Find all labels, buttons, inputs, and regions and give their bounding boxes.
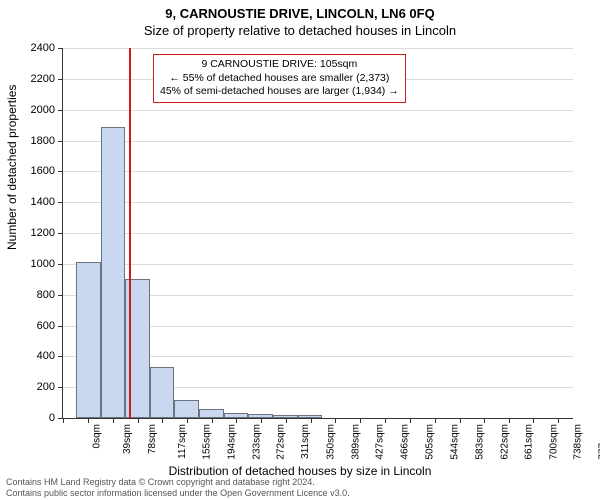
y-tick-label: 600 xyxy=(37,320,55,332)
y-tick-label: 1800 xyxy=(31,135,55,147)
y-tick xyxy=(58,356,63,357)
histogram-bar xyxy=(174,400,199,419)
x-tick xyxy=(435,418,436,423)
x-tick xyxy=(311,418,312,423)
annotation-line-2: ← 55% of detached houses are smaller (2,… xyxy=(160,72,399,86)
x-tick-label: 39sqm xyxy=(122,424,133,454)
y-tick-label: 2200 xyxy=(31,73,55,85)
annotation-line-3: 45% of semi-detached houses are larger (… xyxy=(160,85,399,99)
x-tick-label: 427sqm xyxy=(375,424,386,460)
annotation-line-1: 9 CARNOUSTIE DRIVE: 105sqm xyxy=(160,58,399,72)
x-tick-label: 738sqm xyxy=(573,424,584,460)
histogram-bar xyxy=(101,127,125,418)
x-tick xyxy=(533,418,534,423)
y-tick xyxy=(58,171,63,172)
y-tick xyxy=(58,326,63,327)
y-tick-label: 1200 xyxy=(31,227,55,239)
x-tick xyxy=(509,418,510,423)
y-tick-label: 400 xyxy=(37,350,55,362)
x-tick xyxy=(63,418,64,423)
histogram-bar xyxy=(273,415,298,418)
x-tick xyxy=(484,418,485,423)
y-tick xyxy=(58,110,63,111)
x-tick-label: 0sqm xyxy=(91,424,102,448)
x-tick xyxy=(162,418,163,423)
x-tick xyxy=(385,418,386,423)
histogram-bar xyxy=(298,415,322,418)
x-tick xyxy=(113,418,114,423)
x-tick-label: 155sqm xyxy=(201,424,212,460)
y-tick-label: 1600 xyxy=(31,165,55,177)
gridline xyxy=(63,171,573,172)
y-tick xyxy=(58,79,63,80)
y-tick-label: 1000 xyxy=(31,258,55,270)
x-tick xyxy=(558,418,559,423)
gridline xyxy=(63,264,573,265)
y-tick xyxy=(58,295,63,296)
x-tick xyxy=(261,418,262,423)
x-tick xyxy=(187,418,188,423)
x-tick xyxy=(335,418,336,423)
footer-attribution: Contains HM Land Registry data © Crown c… xyxy=(6,477,350,499)
x-tick-label: 700sqm xyxy=(549,424,560,460)
y-tick-label: 2000 xyxy=(31,104,55,116)
y-tick-label: 800 xyxy=(37,289,55,301)
histogram-bar xyxy=(76,262,101,418)
histogram-bar xyxy=(224,413,248,418)
x-tick xyxy=(212,418,213,423)
y-axis-title: Number of detached properties xyxy=(5,85,19,250)
x-tick-label: 505sqm xyxy=(425,424,436,460)
footer-line-1: Contains HM Land Registry data © Crown c… xyxy=(6,477,350,488)
footer-line-2: Contains public sector information licen… xyxy=(6,488,350,499)
x-tick-label: 78sqm xyxy=(147,424,158,454)
histogram-bar xyxy=(199,409,224,418)
chart-plot-area: 0200400600800100012001400160018002000220… xyxy=(62,48,573,419)
x-tick-label: 233sqm xyxy=(251,424,262,460)
histogram-bar xyxy=(248,414,273,418)
y-tick xyxy=(58,264,63,265)
y-tick xyxy=(58,202,63,203)
y-tick xyxy=(58,141,63,142)
x-tick-label: 661sqm xyxy=(524,424,535,460)
gridline xyxy=(63,202,573,203)
histogram-bar xyxy=(150,367,174,418)
x-tick-label: 194sqm xyxy=(226,424,237,460)
x-tick xyxy=(460,418,461,423)
x-tick xyxy=(138,418,139,423)
x-tick-label: 544sqm xyxy=(449,424,460,460)
x-tick xyxy=(88,418,89,423)
y-tick-label: 2400 xyxy=(31,42,55,54)
x-axis-title: Distribution of detached houses by size … xyxy=(0,464,600,478)
x-tick-label: 311sqm xyxy=(300,424,311,459)
page-subtitle: Size of property relative to detached ho… xyxy=(0,23,600,38)
x-tick xyxy=(360,418,361,423)
y-tick xyxy=(58,48,63,49)
y-tick xyxy=(58,387,63,388)
x-tick xyxy=(236,418,237,423)
y-tick-label: 1400 xyxy=(31,196,55,208)
x-tick xyxy=(286,418,287,423)
y-tick-label: 0 xyxy=(49,412,55,424)
y-tick-label: 200 xyxy=(37,381,55,393)
x-tick xyxy=(410,418,411,423)
gridline xyxy=(63,233,573,234)
x-tick-label: 622sqm xyxy=(499,424,510,460)
gridline xyxy=(63,48,573,49)
x-tick-label: 583sqm xyxy=(474,424,485,460)
x-tick-label: 466sqm xyxy=(400,424,411,460)
x-tick-label: 272sqm xyxy=(276,424,287,460)
x-tick-label: 117sqm xyxy=(176,424,187,459)
x-tick-label: 389sqm xyxy=(351,424,362,460)
page-title: 9, CARNOUSTIE DRIVE, LINCOLN, LN6 0FQ xyxy=(0,0,600,21)
y-tick xyxy=(58,233,63,234)
annotation-box: 9 CARNOUSTIE DRIVE: 105sqm ← 55% of deta… xyxy=(153,54,406,103)
x-tick-label: 350sqm xyxy=(326,424,337,460)
gridline xyxy=(63,110,573,111)
property-marker-line xyxy=(129,48,131,418)
gridline xyxy=(63,141,573,142)
